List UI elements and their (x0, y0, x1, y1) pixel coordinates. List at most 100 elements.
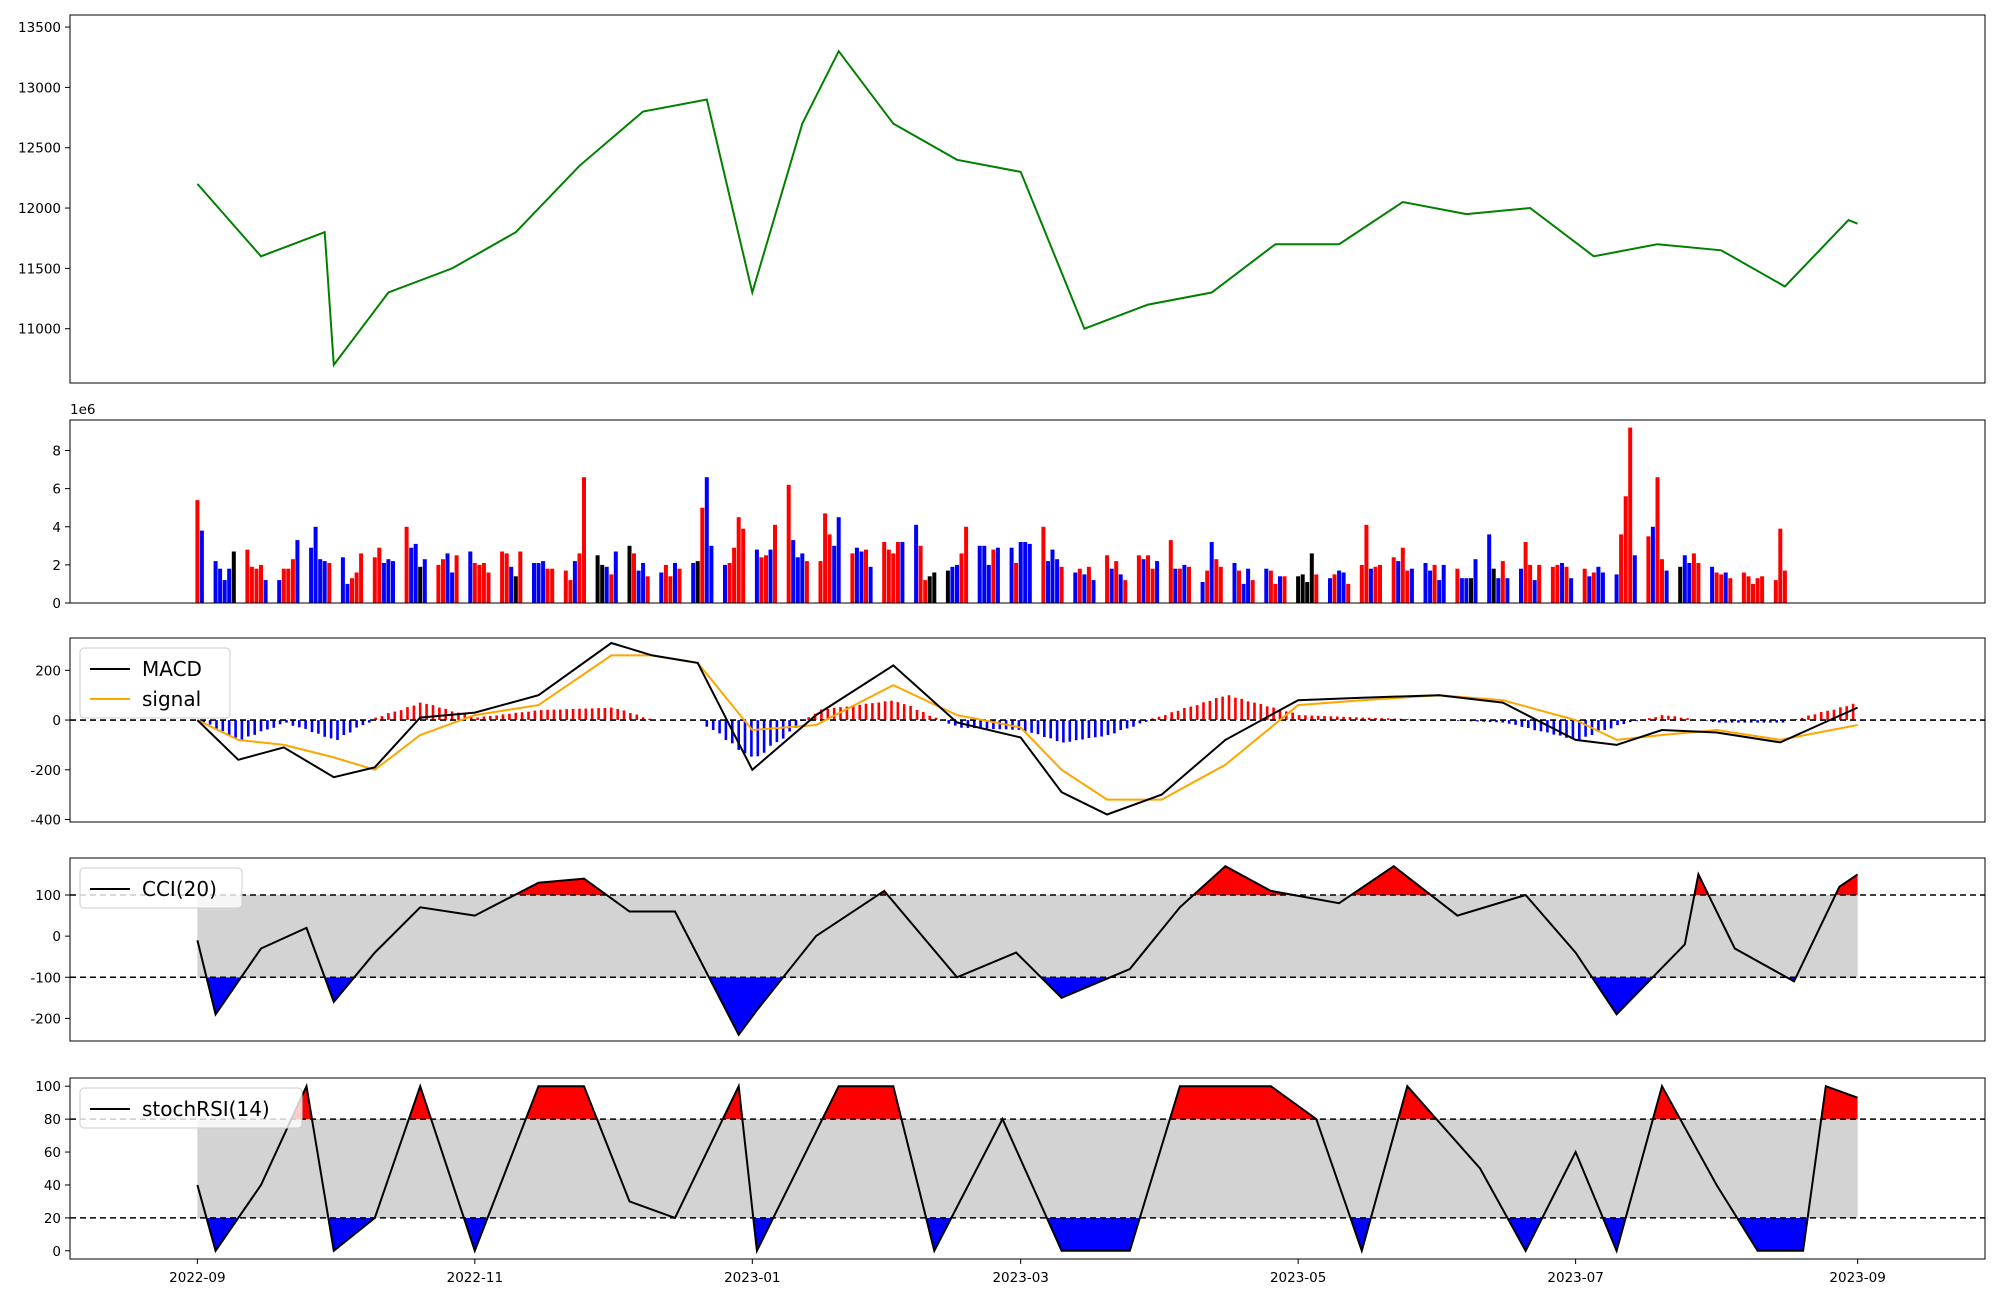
macd-histogram-bar (757, 720, 760, 756)
volume-bar (773, 525, 777, 603)
volume-bar (1055, 559, 1059, 603)
volume-bar (1087, 567, 1091, 603)
macd-histogram-bar (1069, 720, 1072, 742)
macd-histogram-bar (884, 701, 887, 720)
macd-histogram-bar (1616, 720, 1619, 725)
macd-histogram-bar (616, 709, 619, 720)
macd-histogram-bar (948, 720, 951, 724)
macd-histogram-bar (323, 720, 326, 737)
volume-bar (1633, 555, 1637, 603)
volume-bar (732, 548, 736, 603)
macd-histogram-bar (432, 705, 435, 720)
volume-bar (1524, 542, 1528, 603)
panel-3-ytick-label: 100 (35, 888, 61, 904)
volume-bar (1246, 569, 1250, 603)
volume-bar (264, 580, 268, 603)
volume-bar (282, 569, 286, 603)
panel-1-ytick-label: 4 (52, 520, 61, 536)
macd-histogram-bar (890, 701, 893, 720)
macd-histogram-bar (1132, 720, 1135, 727)
volume-bar (200, 531, 204, 603)
volume-bar (1137, 555, 1141, 603)
panel-1-ytick-label: 0 (52, 596, 61, 612)
volume-bar (227, 569, 231, 603)
volume-bar (1596, 567, 1600, 603)
volume-bar (218, 569, 222, 603)
macd-histogram-bar (546, 710, 549, 720)
macd-histogram-bar (247, 720, 250, 736)
volume-bar (996, 548, 1000, 603)
macd-histogram-bar (1024, 720, 1027, 731)
volume-bar (1665, 571, 1669, 603)
volume-bar (800, 553, 804, 603)
volume-bar (1569, 578, 1573, 603)
volume-bar (1328, 578, 1332, 603)
macd-histogram-bar (776, 720, 779, 742)
macd-histogram-bar (1387, 718, 1390, 720)
volume-bar (887, 550, 891, 603)
volume-bar (1710, 567, 1714, 603)
volume-bar (1123, 580, 1127, 603)
macd-histogram-bar (858, 705, 861, 720)
macd-histogram-bar (215, 720, 218, 729)
volume-bar (664, 565, 668, 603)
volume-bar (1728, 578, 1732, 603)
volume-bar (1337, 571, 1341, 603)
volume-bar (277, 580, 281, 603)
volume-bar (978, 546, 982, 603)
macd-histogram-bar (260, 720, 263, 731)
volume-bar (1219, 567, 1223, 603)
volume-bar (473, 563, 477, 603)
volume-bar (546, 569, 550, 603)
volume-bar (1078, 569, 1082, 603)
volume-bar (1214, 559, 1218, 603)
macd-histogram-bar (317, 720, 320, 734)
macd-histogram-bar (1100, 720, 1103, 736)
volume-bar (1424, 563, 1428, 603)
macd-histogram-bar (1158, 717, 1161, 720)
macd-histogram-bar (228, 720, 231, 736)
volume-bar (960, 553, 964, 603)
macd-histogram-bar (253, 720, 256, 735)
macd-histogram-bar (400, 710, 403, 720)
volume-bar (896, 542, 900, 603)
volume-bar (869, 567, 873, 603)
macd-histogram-bar (1202, 702, 1205, 720)
macd-histogram-bar (706, 720, 709, 727)
volume-bar (1269, 571, 1273, 603)
volume-bar (637, 571, 641, 603)
volume-bar (1305, 582, 1309, 603)
panel-4-ytick-label: 80 (44, 1112, 61, 1128)
volume-bar (1646, 536, 1650, 603)
volume-bar (1342, 573, 1346, 604)
volume-bar (1028, 544, 1032, 603)
macd-histogram-bar (1170, 712, 1173, 720)
macd-histogram-bar (1527, 720, 1530, 728)
macd-histogram-bar (591, 708, 594, 720)
macd-histogram-bar (833, 708, 836, 720)
legend-cci20-label: CCI(20) (142, 877, 217, 901)
macd-histogram-bar (1260, 704, 1263, 720)
panel-0-ytick-label: 13500 (18, 20, 61, 36)
macd-histogram-bar (1533, 720, 1536, 730)
volume-bar (1405, 571, 1409, 603)
volume-bar (641, 563, 645, 603)
macd-histogram-bar (527, 712, 530, 720)
volume-bar (1369, 569, 1373, 603)
panel-0-ytick-label: 11000 (18, 322, 61, 338)
volume-bar (1628, 428, 1632, 603)
macd-histogram-bar (572, 709, 575, 720)
volume-bar (646, 576, 650, 603)
macd-histogram-bar (1572, 720, 1575, 739)
volume-bar (323, 561, 327, 603)
macd-histogram-bar (1119, 720, 1122, 730)
volume-bar (1519, 569, 1523, 603)
volume-bar (582, 477, 586, 603)
volume-bar (723, 565, 727, 603)
volume-bar (518, 552, 522, 604)
legend-signal-label: signal (142, 687, 201, 711)
panel-1-ytick-label: 2 (52, 558, 61, 574)
volume-bar (223, 580, 227, 603)
macd-histogram-bar (897, 702, 900, 720)
